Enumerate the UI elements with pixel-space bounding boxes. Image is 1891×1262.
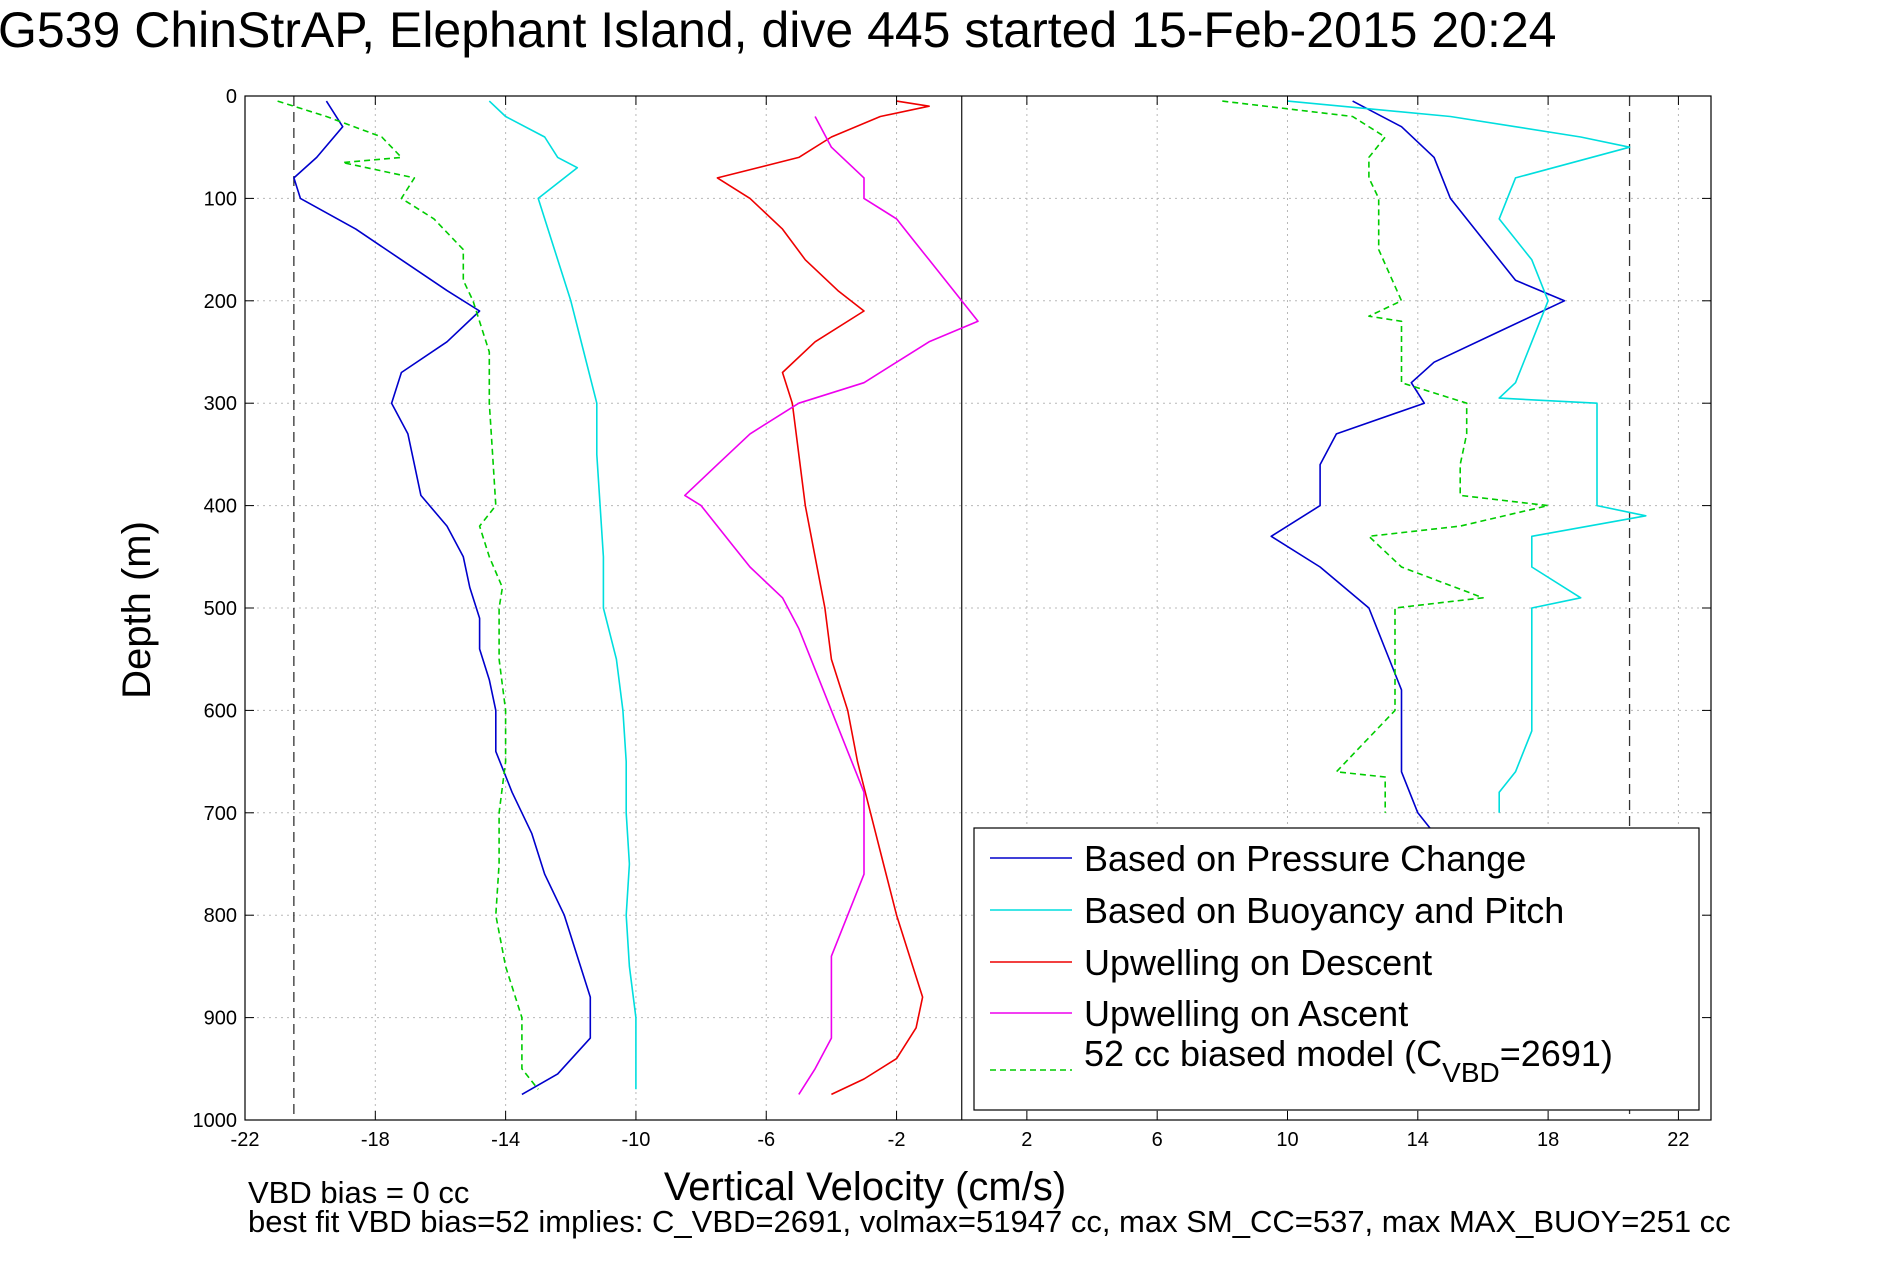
y-tick-label-200: 200 — [204, 291, 237, 313]
legend-box — [973, 827, 1700, 1111]
legend-label-buoyancy-pitch: Based on Buoyancy and Pitch — [1084, 890, 1564, 931]
x-tick-label-18: 18 — [1537, 1129, 1559, 1151]
legend-label-biased-model-subscript: VBD — [1442, 1057, 1500, 1088]
series-line-0-segment-1 — [1270, 100, 1566, 834]
legend-label-upwelling-ascent: Upwelling on Ascent — [1084, 993, 1408, 1034]
legend-label-biased-model-main: 52 cc biased model (C — [1084, 1033, 1442, 1074]
data-series — [277, 100, 1647, 1096]
footer-line-1: VBD bias = 0 cc — [248, 1175, 469, 1210]
x-tick-label--18: -18 — [361, 1129, 390, 1151]
x-tick-label--6: -6 — [757, 1129, 775, 1151]
y-tick-label-1000: 1000 — [193, 1110, 238, 1132]
y-tick-label-900: 900 — [204, 1008, 237, 1030]
series-line-4-segment-0 — [277, 100, 539, 1090]
y-axis-label: Depth (m) — [115, 521, 159, 699]
y-tick-label-500: 500 — [204, 598, 237, 620]
y-tick-label-700: 700 — [204, 803, 237, 825]
chart-title: G539 ChinStrAP, Elephant Island, dive 44… — [0, 2, 1556, 58]
legend-label-pressure-change: Based on Pressure Change — [1084, 838, 1526, 879]
legend-label-upwelling-descent: Upwelling on Descent — [1084, 942, 1432, 983]
x-axis-ticks: -22 -18 -14 -10 -6 -2 2 6 10 14 18 22 — [231, 96, 1690, 1151]
y-tick-label-0: 0 — [226, 86, 237, 108]
legend-label-biased-model-end: =2691) — [1500, 1033, 1613, 1074]
series-line-2-segment-0 — [716, 100, 930, 1096]
y-tick-label-600: 600 — [204, 700, 237, 722]
series-line-3-segment-0 — [683, 116, 979, 1095]
y-axis-ticks: 0 100 200 300 400 500 600 700 800 900 1000 — [193, 86, 1711, 1132]
legend-label-biased-model: 52 cc biased model (CVBD=2691) — [1084, 1033, 1613, 1088]
series-line-1-segment-0 — [488, 100, 637, 1090]
y-tick-label-400: 400 — [204, 496, 237, 518]
series-line-0-segment-0 — [293, 100, 592, 1096]
x-tick-label-6: 6 — [1152, 1129, 1163, 1151]
y-tick-label-300: 300 — [204, 393, 237, 415]
x-axis-label: Vertical Velocity (cm/s) — [664, 1165, 1066, 1209]
x-tick-label-2: 2 — [1021, 1129, 1032, 1151]
y-tick-label-800: 800 — [204, 905, 237, 927]
x-tick-label-22: 22 — [1667, 1129, 1689, 1151]
x-tick-label--22: -22 — [231, 1129, 260, 1151]
x-tick-label--2: -2 — [888, 1129, 906, 1151]
footer-line-2: best fit VBD bias=52 implies: C_VBD=2691… — [248, 1204, 1731, 1239]
x-tick-label--14: -14 — [491, 1129, 520, 1151]
x-tick-label-14: 14 — [1407, 1129, 1429, 1151]
x-tick-label--10: -10 — [621, 1129, 650, 1151]
series-line-4-segment-1 — [1222, 100, 1549, 813]
legend: Based on Pressure Change Based on Buoyan… — [973, 827, 1700, 1111]
x-tick-label-10: 10 — [1276, 1129, 1298, 1151]
y-tick-label-100: 100 — [204, 188, 237, 210]
series-line-1-segment-1 — [1287, 100, 1647, 813]
